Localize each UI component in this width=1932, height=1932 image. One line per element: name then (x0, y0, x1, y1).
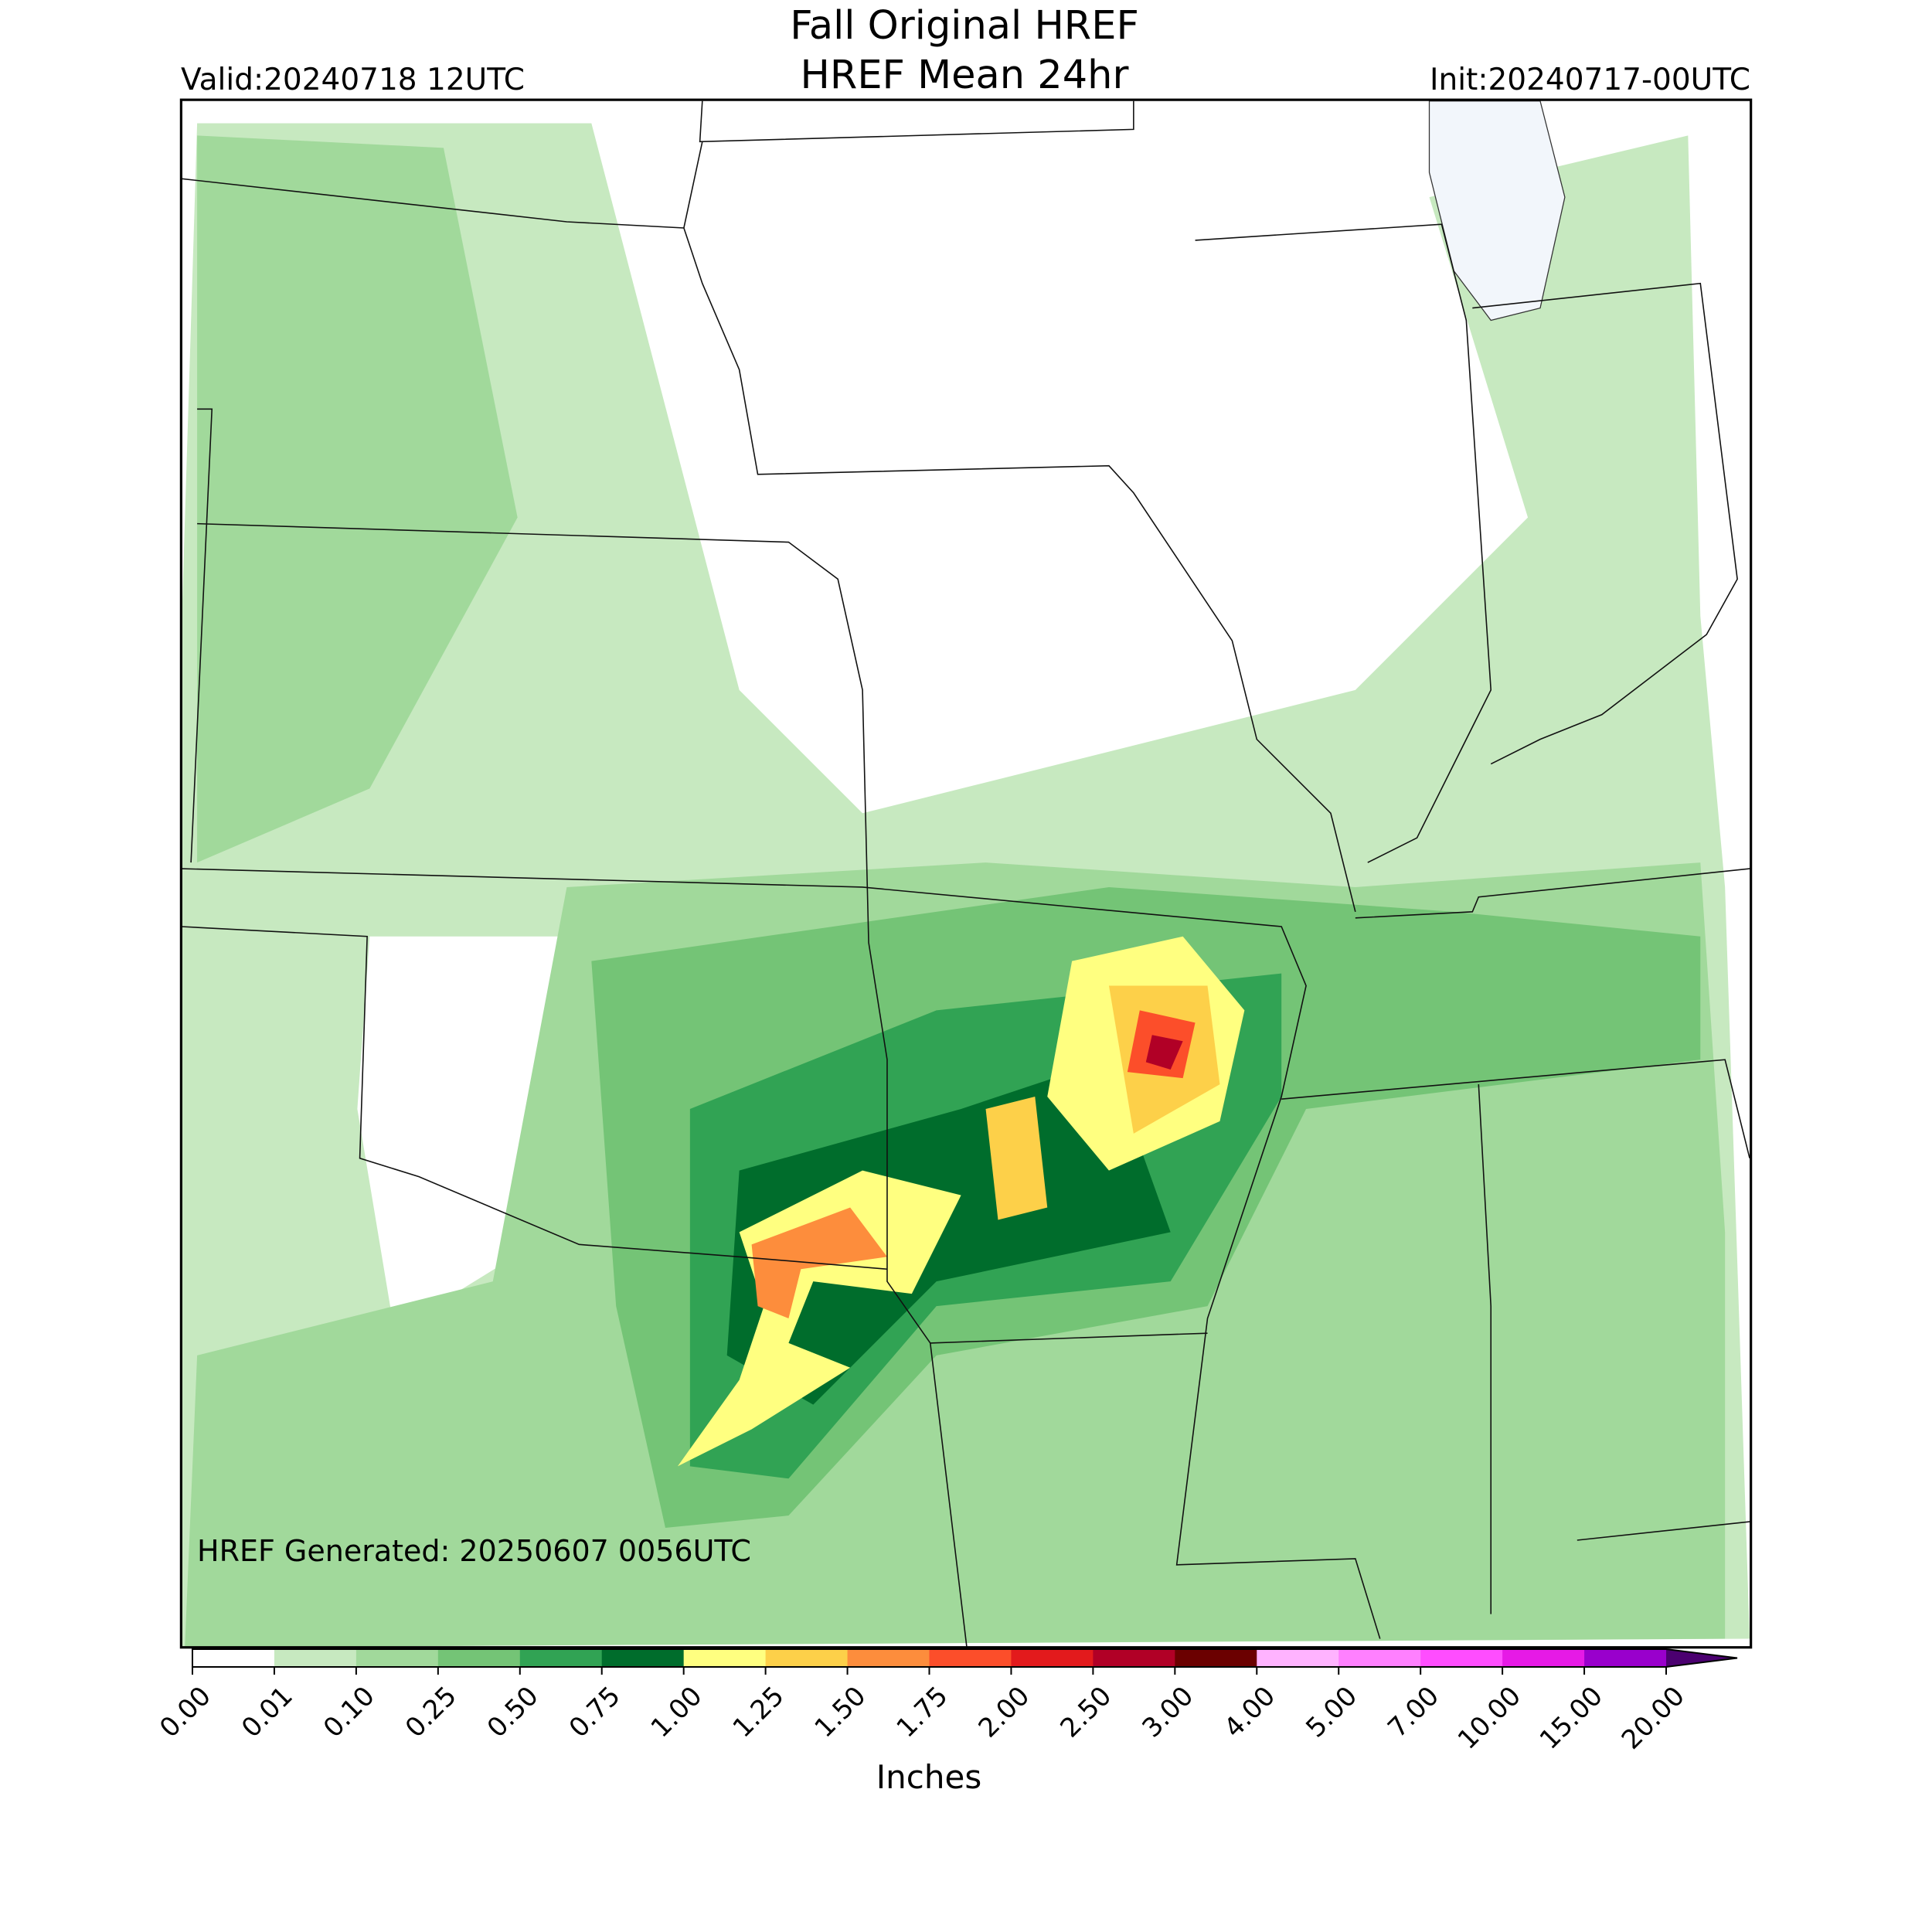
colorbar-tick-label: 7.00 (1382, 1681, 1445, 1744)
colorbar-segment (437, 1649, 521, 1667)
colorbar-tick-label: 1.50 (809, 1681, 872, 1744)
colorbar-segment (765, 1649, 849, 1667)
colorbar-segment (1502, 1649, 1585, 1667)
map-frame (179, 98, 1753, 1649)
precip-area (985, 1097, 1048, 1220)
colorbar-tick-label: 10.00 (1452, 1681, 1527, 1756)
colorbar-segment (1175, 1649, 1257, 1667)
colorbar-segment (1584, 1649, 1667, 1667)
colorbar-tick-label: 1.25 (727, 1681, 791, 1744)
colorbar-segment (1257, 1649, 1339, 1667)
colorbar-tick-label: 0.25 (400, 1681, 463, 1744)
precip-area (197, 135, 518, 863)
valid-time: Valid:20240718 12UTC (181, 63, 525, 97)
precip-area (1145, 1035, 1183, 1070)
colorbar-tick-label: 2.50 (1054, 1681, 1117, 1744)
colorbar-segment (355, 1649, 439, 1667)
init-time: Init:20240717-00UTC (1430, 63, 1750, 97)
colorbar-tick-label: 15.00 (1534, 1681, 1609, 1756)
state-borders (181, 100, 1750, 1648)
generated-note: HREF Generated: 20250607 0056UTC (197, 1534, 751, 1568)
colorbar-outline (192, 1648, 1738, 1668)
colorbar-tick-label: 3.00 (1136, 1681, 1199, 1744)
title-line: HREF Mean 24hr (801, 53, 1129, 98)
colorbar: 0.00 0.01 0.10 0.25 0.50 0.75 1.00 1.25 1.50 1.75… (154, 1648, 1738, 1756)
colorbar-segment (929, 1649, 1012, 1667)
colorbar-segment (1093, 1649, 1175, 1667)
colorbar-label: Inches (876, 1758, 981, 1796)
colorbar-segment (1338, 1649, 1421, 1667)
lake (1428, 100, 1566, 321)
colorbar-extend (1666, 1649, 1737, 1667)
precip-area (726, 1060, 1171, 1405)
colorbar-tick-label: 0.75 (563, 1681, 627, 1744)
colorbar-segment (847, 1649, 930, 1667)
map (179, 98, 1753, 1649)
colorbar-segment (1420, 1649, 1503, 1667)
colorbar-tick-label: 2.00 (973, 1681, 1036, 1744)
colorbar-tick-label: 1.00 (645, 1681, 709, 1744)
colorbar-tick-label: 0.10 (318, 1681, 381, 1744)
colorbar-tick-label: 20.00 (1616, 1681, 1691, 1756)
colorbar-tick-label: 0.00 (154, 1681, 217, 1744)
title-line: Fall Original HREF (790, 3, 1139, 49)
colorbar-tick-label: 1.75 (891, 1681, 954, 1744)
colorbar-tick-label: 0.01 (236, 1681, 299, 1744)
colorbar-segment (601, 1649, 685, 1667)
colorbar-tick-label: 4.00 (1218, 1681, 1281, 1744)
colorbar-segment (683, 1649, 767, 1667)
colorbar-segment (274, 1649, 357, 1667)
precip-area (677, 1170, 961, 1467)
colorbar-segment (1011, 1649, 1094, 1667)
colorbar-segment (192, 1649, 275, 1667)
colorbar-segment (519, 1649, 603, 1667)
colorbar-tick-label: 0.50 (481, 1681, 545, 1744)
colorbar-tick-label: 5.00 (1300, 1681, 1363, 1744)
